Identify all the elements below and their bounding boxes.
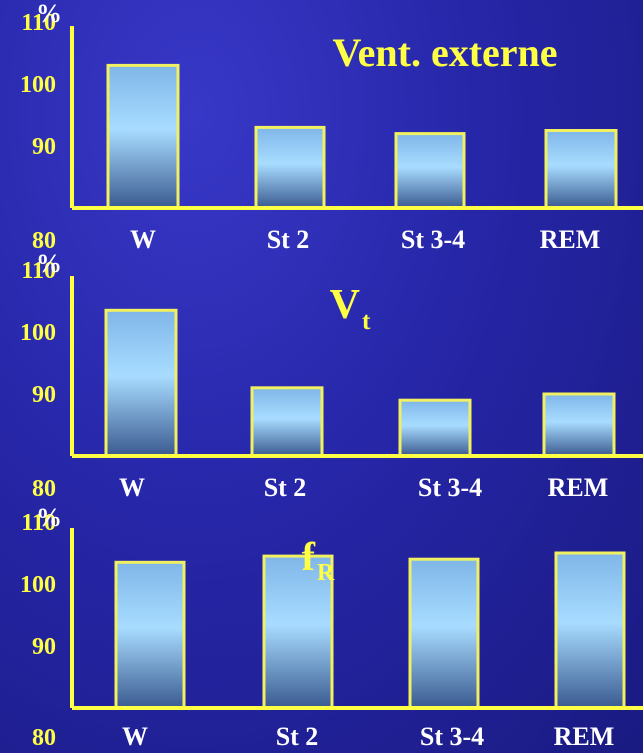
chart-title: fR xyxy=(302,534,335,586)
bar-w xyxy=(114,560,186,710)
category-label: REM xyxy=(554,722,615,751)
y-tick-label: 110 xyxy=(21,10,56,36)
bar-st-3-4 xyxy=(394,132,466,210)
chart-title: Vt xyxy=(330,282,371,335)
y-tick-label: 100 xyxy=(20,72,56,98)
bar-rem xyxy=(542,392,616,458)
y-tick-label: 100 xyxy=(20,572,56,598)
category-label: W xyxy=(122,722,148,751)
y-tick-label: 110 xyxy=(21,510,56,536)
y-tick-label: 90 xyxy=(32,634,56,660)
category-label: St 3-4 xyxy=(420,722,484,751)
category-label: W xyxy=(119,473,145,502)
bar-rem xyxy=(554,551,626,710)
category-label: St 3-4 xyxy=(418,473,482,502)
y-tick-label: 80 xyxy=(32,476,56,502)
bar-st-3-4 xyxy=(408,557,480,710)
bar-st-2 xyxy=(262,554,334,710)
y-tick-label: 100 xyxy=(20,320,56,346)
bar-st-2 xyxy=(254,125,326,210)
y-tick-label: 80 xyxy=(32,228,56,254)
category-label: St 2 xyxy=(264,473,307,502)
y-axis-unit-label: % xyxy=(36,249,62,278)
category-label: St 3-4 xyxy=(401,225,465,254)
bar-rem xyxy=(544,129,618,210)
bar-w xyxy=(106,63,180,210)
bar-st-3-4 xyxy=(398,398,472,458)
chart-panel-1: 80 90 100 110% W St 2 St 3-4 REM Vent. externe xyxy=(20,0,643,254)
y-axis-unit-label: % xyxy=(36,503,62,532)
category-label: REM xyxy=(548,473,609,502)
category-label: St 2 xyxy=(267,225,310,254)
y-tick-label: 90 xyxy=(32,382,56,408)
y-axis-unit-label: % xyxy=(36,0,62,28)
chart-panel-2: 80 90 100 110% W St 2 St 3-4 REM Vt xyxy=(20,249,643,502)
bar-w xyxy=(104,308,178,458)
y-tick-label: 80 xyxy=(32,725,56,751)
chart-panel-3: 80 90 100 110% W St 2 St 3-4 REM fR xyxy=(20,503,643,751)
category-label: REM xyxy=(540,225,601,254)
category-label: St 2 xyxy=(276,722,319,751)
y-tick-label: 90 xyxy=(32,134,56,160)
y-tick-label: 110 xyxy=(21,258,56,284)
chart-title: Vent. externe xyxy=(332,30,557,75)
category-label: W xyxy=(130,225,156,254)
bar-st-2 xyxy=(250,386,324,458)
